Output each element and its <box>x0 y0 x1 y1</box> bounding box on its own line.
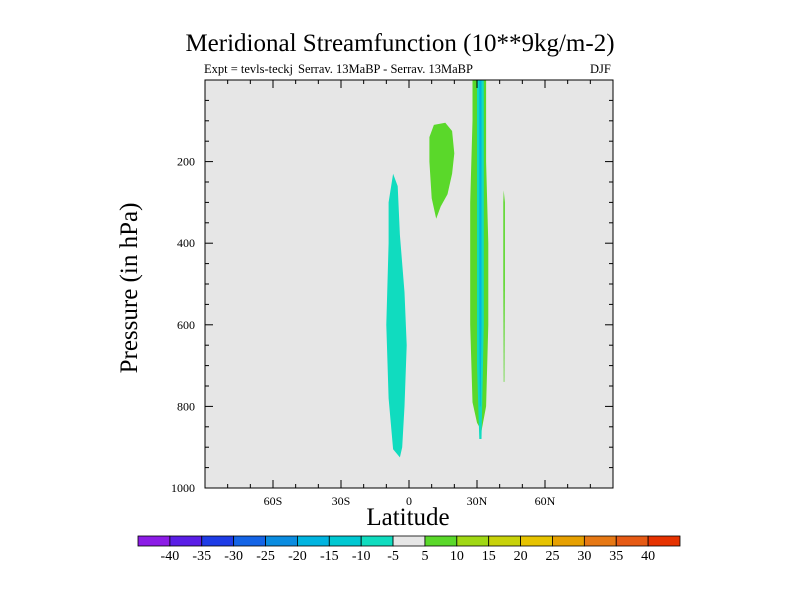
x-tick-label: 30N <box>467 494 488 508</box>
y-tick-label: 400 <box>177 236 195 250</box>
plot-background <box>205 80 613 488</box>
colorbar-box <box>392 535 426 547</box>
y-tick-label: 1000 <box>171 481 195 495</box>
chart-title: Meridional Streamfunction (10**9kg/m-2) <box>185 30 615 57</box>
colorbar-label: -5 <box>387 549 399 564</box>
colorbar-box <box>456 535 490 547</box>
colorbar-box <box>520 535 553 547</box>
colorbar-label: 40 <box>641 549 655 564</box>
colorbar-box <box>360 535 394 547</box>
colorbar-box <box>233 535 266 547</box>
colorbar-label: -20 <box>288 549 307 564</box>
colorbar-box <box>137 535 171 547</box>
colorbar-box <box>647 535 681 547</box>
contour-region-neg-15-band-31n <box>479 80 482 407</box>
colorbar-label: -15 <box>320 549 339 564</box>
contour-region-neg-5-cell-near-eq <box>386 173 407 458</box>
colorbar-label: 10 <box>450 549 464 564</box>
colorbar-box <box>265 535 298 547</box>
colorbar-box <box>297 535 330 547</box>
x-axis-title: Latitude <box>366 504 450 531</box>
colorbar-label: -40 <box>161 549 180 564</box>
colorbar-box <box>488 535 521 547</box>
colorbar-label: 30 <box>577 549 591 564</box>
colorbar-box <box>583 535 617 547</box>
colorbar-box <box>552 535 585 547</box>
colorbar-label: -35 <box>192 549 211 564</box>
subtitle-experiment: Expt = tevls-teckj <box>204 62 293 76</box>
x-tick-label: 0 <box>406 494 412 508</box>
colorbar-label: -25 <box>256 549 275 564</box>
colorbar-box <box>328 535 362 547</box>
subtitle-case: Serrav. 13MaBP - Serrav. 13MaBP <box>298 62 473 76</box>
colorbar-label: -10 <box>352 549 371 564</box>
contour-region-pos-5-band-42n <box>503 190 505 382</box>
colorbar-box <box>424 535 458 547</box>
x-tick-label: 30S <box>332 494 351 508</box>
subtitle-season: DJF <box>590 62 611 76</box>
y-tick-label: 600 <box>177 318 195 332</box>
colorbar-box <box>615 535 649 547</box>
y-tick-label: 200 <box>177 155 195 169</box>
colorbar-label: 35 <box>609 549 623 564</box>
colorbar-box <box>169 535 203 547</box>
x-tick-label: 60N <box>535 494 556 508</box>
colorbar-label: -30 <box>224 549 243 564</box>
colorbar-label: 5 <box>421 549 428 564</box>
colorbar-label: 25 <box>545 549 559 564</box>
contour-region-pos-5-cell-upper <box>429 122 455 219</box>
x-tick-label: 60S <box>264 494 283 508</box>
colorbar-label: 15 <box>482 549 496 564</box>
y-tick-label: 800 <box>177 399 195 413</box>
colorbar-label: 20 <box>514 549 528 564</box>
colorbar-box <box>201 535 235 547</box>
y-axis-title: Pressure (in hPa) <box>116 202 143 374</box>
